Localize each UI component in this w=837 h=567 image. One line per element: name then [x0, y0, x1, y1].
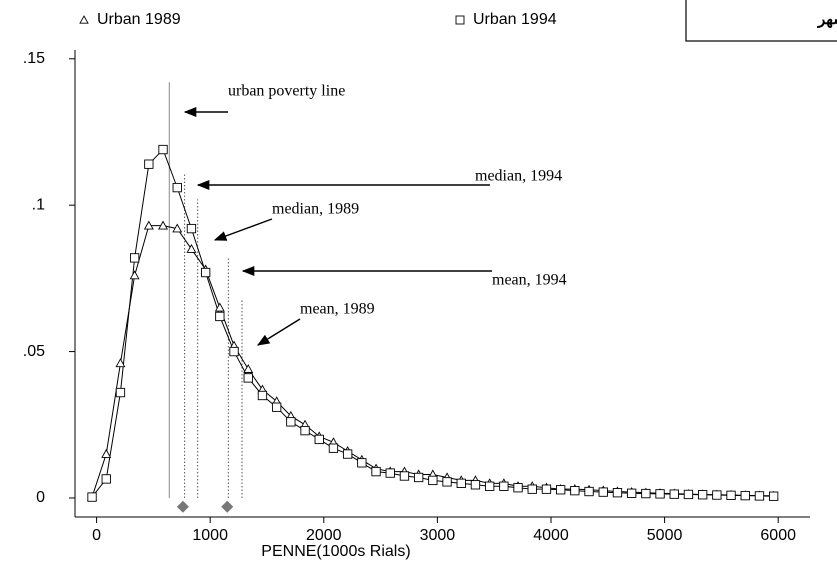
panel-box	[685, 0, 837, 42]
triangle-marker	[143, 220, 154, 230]
square-marker	[612, 488, 623, 498]
square-marker	[101, 474, 111, 484]
square-marker	[455, 15, 465, 25]
square-marker	[484, 481, 495, 491]
triangle-marker	[186, 243, 197, 253]
annotation: urban poverty line	[228, 83, 345, 100]
square-marker	[286, 417, 296, 427]
square-marker	[470, 480, 481, 490]
triangle-marker	[115, 358, 126, 368]
x-tick-label: 1000	[192, 527, 228, 544]
square-marker	[87, 492, 97, 502]
square-marker	[584, 486, 594, 497]
triangle-marker	[158, 220, 169, 230]
square-marker	[740, 490, 750, 501]
square-marker	[456, 478, 466, 488]
square-marker	[385, 468, 395, 478]
x-axis-title: PENNE(1000s Rials)	[261, 543, 410, 560]
square-marker	[641, 488, 651, 499]
square-marker	[428, 475, 438, 486]
x-tick-label: 2000	[306, 527, 342, 544]
square-marker	[129, 253, 140, 263]
square-marker	[342, 449, 353, 459]
y-tick-label: .05	[23, 343, 45, 360]
square-marker	[570, 485, 580, 496]
square-marker	[243, 373, 253, 383]
x-tick-label: 0	[92, 527, 101, 544]
triangle-marker	[214, 302, 225, 312]
square-marker	[357, 458, 367, 468]
square-marker	[215, 311, 225, 322]
square-marker	[442, 477, 452, 487]
square-marker	[499, 481, 509, 491]
square-marker	[555, 485, 566, 495]
square-marker	[726, 490, 736, 500]
y-tick-label: .15	[23, 50, 45, 67]
legend-label: Urban 1994	[473, 11, 557, 28]
square-marker	[158, 144, 168, 155]
square-marker	[328, 443, 339, 453]
panel-label: a: شهر	[817, 11, 837, 28]
annotation: mean, 1989	[300, 301, 375, 318]
triangle-marker	[172, 223, 183, 233]
square-marker	[115, 387, 126, 398]
square-marker	[172, 182, 182, 193]
square-marker	[371, 466, 381, 477]
square-marker	[413, 472, 424, 483]
square-marker	[768, 491, 779, 501]
square-marker	[669, 489, 679, 499]
square-marker	[683, 489, 694, 500]
series-line	[91, 225, 774, 498]
square-marker	[271, 402, 282, 412]
triangle-marker	[129, 270, 140, 280]
square-marker	[754, 491, 765, 501]
y-tick-label: 0	[36, 489, 45, 506]
diamond-marker	[221, 500, 234, 513]
square-marker	[399, 471, 410, 481]
square-marker	[186, 223, 197, 234]
annotation-arrow	[256, 318, 301, 346]
square-marker	[513, 483, 523, 493]
square-marker	[229, 346, 239, 357]
triangle-marker	[243, 364, 254, 373]
square-marker	[144, 159, 154, 169]
x-tick-label: 5000	[647, 527, 683, 544]
x-tick-label: 3000	[420, 527, 456, 544]
y-tick-label: .1	[32, 196, 45, 213]
square-marker	[300, 425, 310, 436]
triangle-marker	[79, 15, 89, 24]
annotation: mean, 1994	[492, 272, 567, 289]
series-line	[91, 148, 774, 498]
square-marker	[626, 488, 637, 498]
square-marker	[314, 434, 324, 445]
annotation: median, 1989	[272, 201, 359, 218]
triangle-marker	[101, 448, 112, 458]
square-marker	[257, 390, 268, 401]
annotation: median, 1994	[475, 168, 562, 185]
square-marker	[527, 484, 537, 494]
square-marker	[541, 484, 552, 494]
x-tick-label: 4000	[533, 527, 569, 544]
annotation-arrow	[213, 218, 273, 241]
square-marker	[712, 490, 722, 500]
legend-label: Urban 1989	[97, 11, 181, 28]
square-marker	[697, 490, 708, 500]
square-marker	[200, 267, 211, 278]
square-marker	[655, 489, 665, 499]
square-marker	[598, 487, 608, 497]
diamond-marker	[176, 500, 189, 513]
x-tick-label: 6000	[760, 527, 796, 544]
